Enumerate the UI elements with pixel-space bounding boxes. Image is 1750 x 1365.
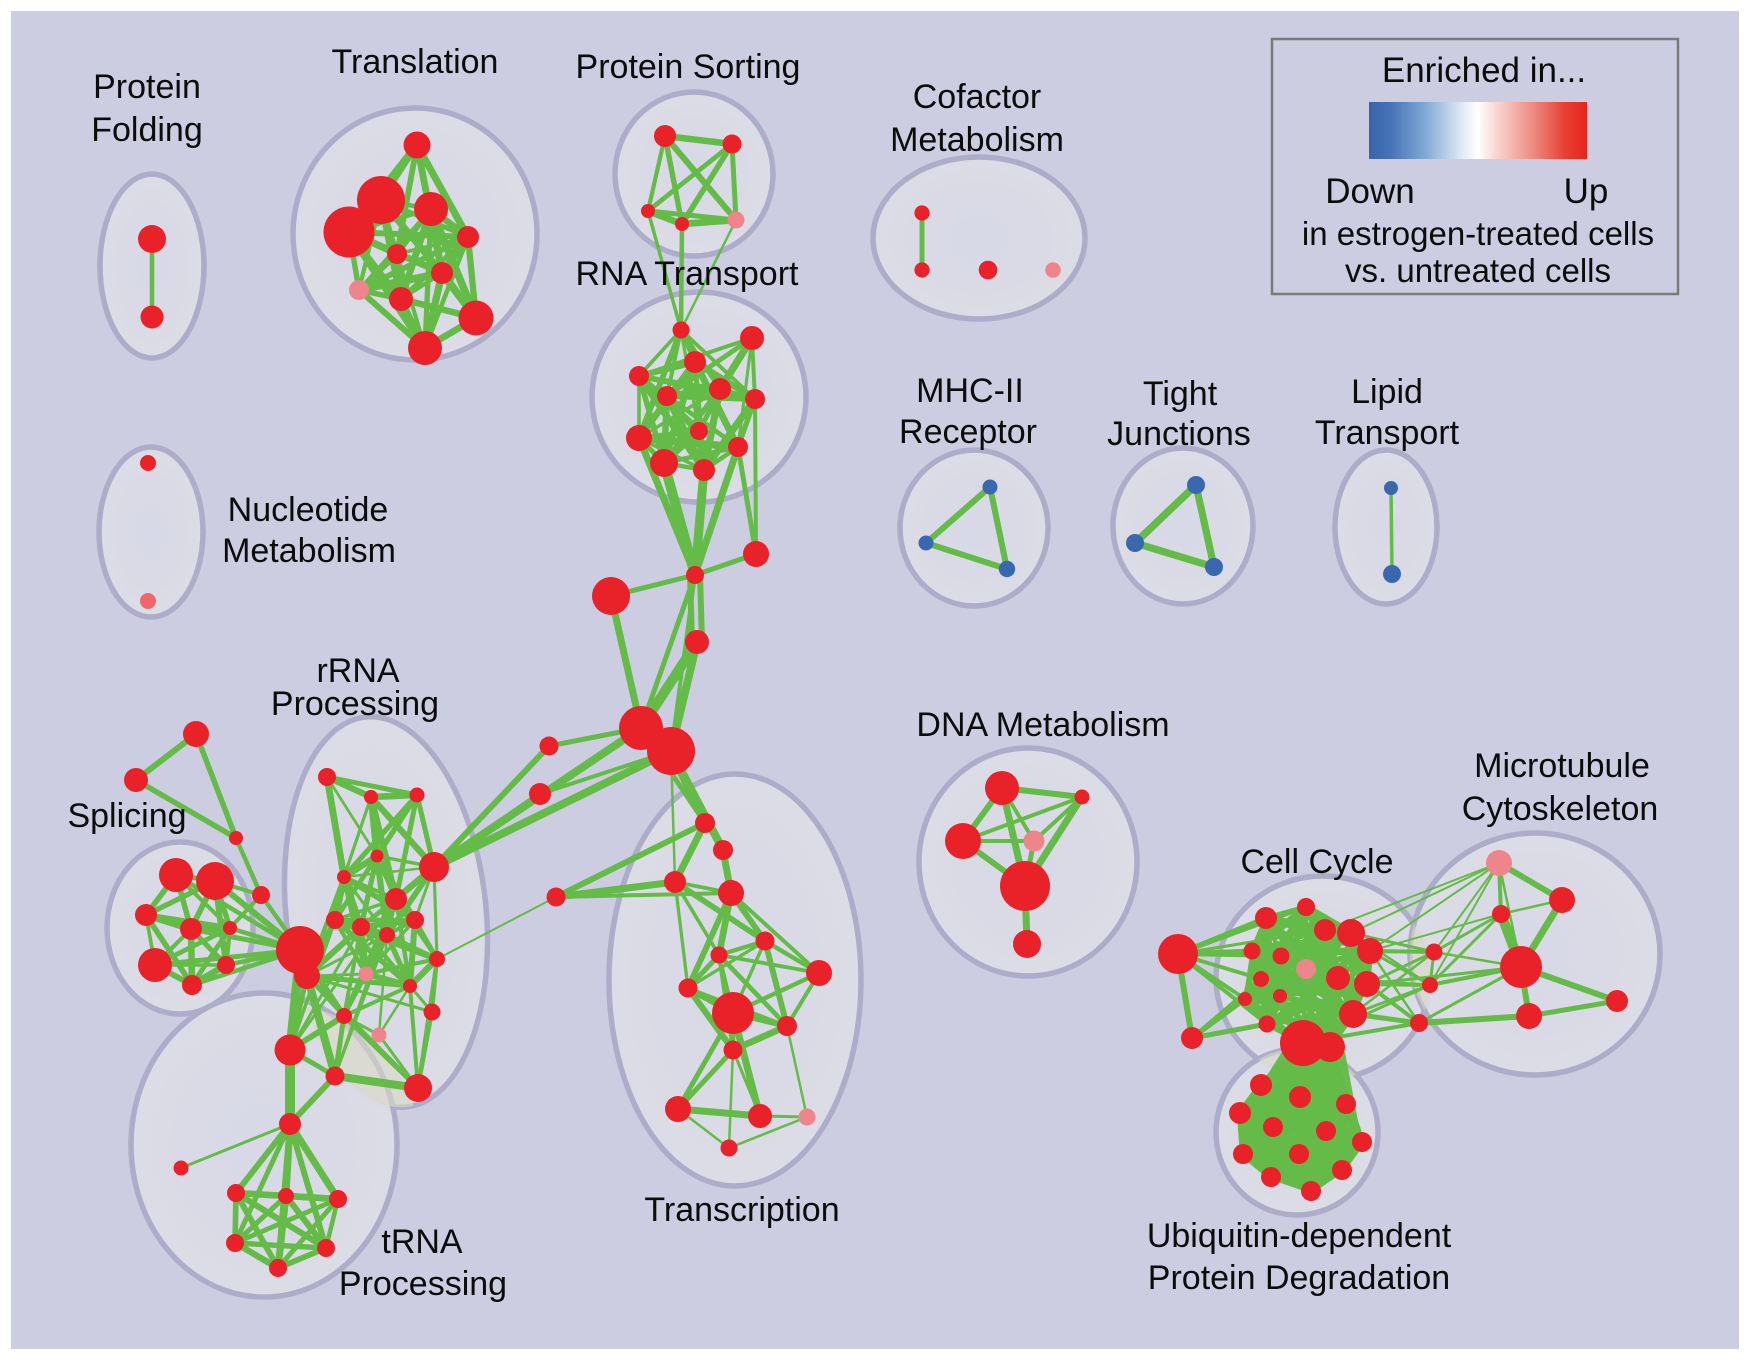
svg-text:Lipid: Lipid xyxy=(1351,373,1423,411)
svg-text:rRNA: rRNA xyxy=(316,652,399,690)
svg-text:Translation: Translation xyxy=(332,43,499,81)
svg-text:Cell Cycle: Cell Cycle xyxy=(1240,843,1393,881)
svg-text:Metabolism: Metabolism xyxy=(222,532,396,570)
svg-text:Microtubule: Microtubule xyxy=(1474,747,1650,785)
svg-text:DNA Metabolism: DNA Metabolism xyxy=(916,706,1169,744)
svg-text:MHC-II: MHC-II xyxy=(916,372,1024,410)
svg-text:Cytoskeleton: Cytoskeleton xyxy=(1462,790,1659,828)
svg-text:Splicing: Splicing xyxy=(67,797,186,835)
svg-text:Ubiquitin-dependent: Ubiquitin-dependent xyxy=(1147,1217,1452,1255)
svg-text:Up: Up xyxy=(1564,172,1609,211)
svg-text:Tight: Tight xyxy=(1143,375,1218,413)
svg-text:Metabolism: Metabolism xyxy=(890,121,1064,159)
svg-text:tRNA: tRNA xyxy=(381,1223,463,1261)
svg-text:Enriched in...: Enriched in... xyxy=(1382,51,1586,90)
svg-text:Protein: Protein xyxy=(93,68,201,106)
svg-text:Folding: Folding xyxy=(91,111,203,149)
svg-text:vs. untreated cells: vs. untreated cells xyxy=(1345,252,1611,289)
svg-text:RNA Transport: RNA Transport xyxy=(576,255,800,293)
svg-text:Processing: Processing xyxy=(339,1265,507,1303)
svg-text:Transport: Transport xyxy=(1315,414,1460,452)
svg-text:Processing: Processing xyxy=(271,685,439,723)
svg-text:Receptor: Receptor xyxy=(899,413,1037,451)
svg-text:Protein Sorting: Protein Sorting xyxy=(576,48,801,86)
svg-text:Down: Down xyxy=(1325,172,1414,211)
svg-text:Junctions: Junctions xyxy=(1107,415,1251,453)
svg-text:Nucleotide: Nucleotide xyxy=(228,491,389,529)
svg-text:Cofactor: Cofactor xyxy=(913,78,1042,116)
svg-text:Transcription: Transcription xyxy=(644,1191,839,1229)
svg-text:Protein Degradation: Protein Degradation xyxy=(1148,1259,1450,1297)
svg-text:in estrogen-treated cells: in estrogen-treated cells xyxy=(1302,215,1654,252)
